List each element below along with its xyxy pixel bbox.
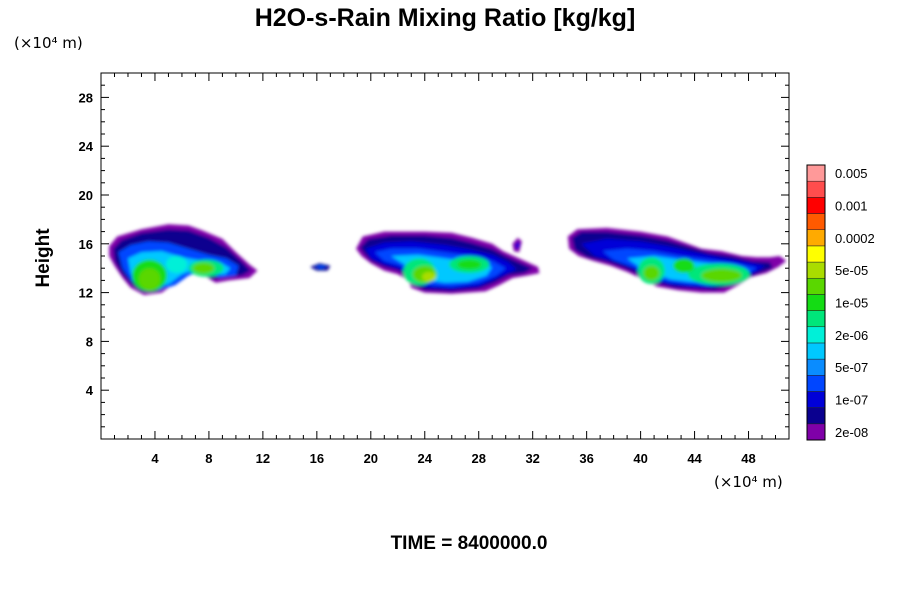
y-tick-label: 24 [79,139,94,154]
contour-band [165,256,188,274]
plot-area [109,224,787,295]
x-tick-label: 24 [418,451,433,466]
x-tick-label: 36 [579,451,593,466]
colorbar-swatch [806,375,826,392]
colorbar-label: 0.005 [835,166,868,181]
colorbar-swatch [806,229,826,247]
x-tick-label: 32 [525,451,539,466]
colorbar-swatch [806,164,826,182]
contour-band [643,265,660,281]
y-tick-label: 20 [79,188,93,203]
colorbar-label: 5e-07 [835,360,868,375]
x-tick-label: 44 [687,451,702,466]
contour-band [138,268,161,291]
y-axis: 4 8 12 16 20 24 28 [79,84,789,428]
colorbar: 2e-08 1e-07 5e-07 2e-06 1e-05 5e-05 0.0002 0.00… [806,164,875,441]
contour-band [672,258,695,274]
y-tick-label: 28 [79,90,93,105]
colorbar-label: 1e-05 [835,296,868,311]
colorbar-label: 0.0002 [835,231,875,246]
colorbar-swatch [806,294,826,311]
x-tick-label: 48 [741,451,755,466]
colorbar-swatch [806,423,826,441]
contour-band [192,262,215,274]
colorbar-swatch [806,310,826,328]
colorbar-swatch [806,180,826,198]
x-tick-label: 40 [633,451,647,466]
contour-field [109,224,787,295]
colorbar-swatch [806,245,826,263]
x-tick-label: 8 [205,451,212,466]
colorbar-swatch [806,261,826,279]
colorbar-label: 5e-05 [835,263,868,278]
x-tick-label: 28 [471,451,485,466]
y-tick-label: 4 [86,383,94,398]
y-tick-label: 16 [79,237,93,252]
contour-band [701,268,742,283]
colorbar-label: 0.001 [835,198,868,213]
colorbar-label: 2e-08 [835,425,868,440]
chart-title: H2O-s-Rain Mixing Ratio [kg/kg] [255,4,636,32]
y-tick-label: 8 [86,334,93,349]
contour-band [422,271,436,282]
colorbar-swatch [806,407,826,425]
x-tick-label: 4 [151,451,159,466]
colorbar-swatch [806,358,826,376]
contour-band [457,259,482,270]
x-tick-label: 12 [256,451,270,466]
y-axis-label: Height [33,228,54,288]
colorbar-swatch [806,326,826,344]
x-unit-label: (×10⁴ m) [714,473,783,491]
colorbar-swatch [806,197,826,214]
contour-band [515,241,520,250]
colorbar-frame [806,164,826,441]
y-tick-label: 12 [79,286,93,301]
colorbar-label: 2e-06 [835,328,868,343]
x-axis: 4 8 12 16 20 24 28 32 36 40 44 48 [113,73,777,466]
x-tick-label: 16 [310,451,324,466]
colorbar-swatch [806,277,826,295]
y-unit-label: (×10⁴ m) [14,34,83,52]
colorbar-label: 1e-07 [835,393,868,408]
colorbar-swatch [806,342,826,360]
colorbar-swatch [806,213,826,230]
colorbar-swatch [806,391,826,408]
time-label: TIME = 8400000.0 [391,533,548,554]
contour-band [314,265,328,269]
x-tick-label: 20 [364,451,378,466]
